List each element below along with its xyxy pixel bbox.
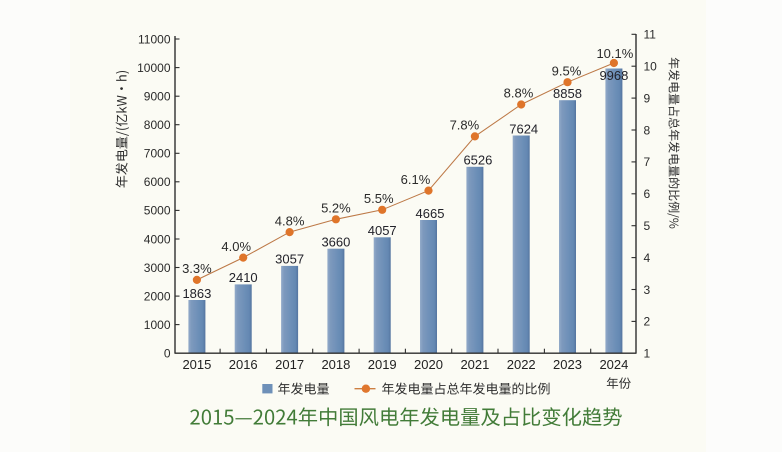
svg-text:7: 7 bbox=[644, 155, 651, 169]
svg-text:11000: 11000 bbox=[138, 32, 171, 46]
svg-text:8858: 8858 bbox=[553, 86, 582, 101]
svg-text:7000: 7000 bbox=[144, 147, 171, 161]
svg-text:7.8%: 7.8% bbox=[450, 118, 480, 133]
svg-text:2000: 2000 bbox=[144, 289, 171, 303]
svg-text:2018: 2018 bbox=[321, 357, 350, 372]
svg-text:4057: 4057 bbox=[368, 223, 397, 238]
svg-text:2024: 2024 bbox=[599, 357, 628, 372]
svg-text:8000: 8000 bbox=[144, 118, 171, 132]
svg-text:3660: 3660 bbox=[321, 235, 350, 250]
svg-text:3057: 3057 bbox=[275, 252, 304, 267]
svg-text:4: 4 bbox=[644, 251, 651, 265]
svg-text:3.3%: 3.3% bbox=[182, 261, 212, 276]
svg-text:3: 3 bbox=[644, 283, 651, 297]
svg-text:10: 10 bbox=[644, 60, 658, 74]
svg-text:2022: 2022 bbox=[507, 357, 536, 372]
svg-text:2021: 2021 bbox=[460, 357, 489, 372]
svg-text:11: 11 bbox=[644, 28, 657, 42]
svg-text:2017: 2017 bbox=[275, 357, 304, 372]
svg-text:9000: 9000 bbox=[144, 90, 171, 104]
svg-text:9.5%: 9.5% bbox=[552, 63, 582, 78]
svg-text:2023: 2023 bbox=[553, 357, 582, 372]
svg-text:4000: 4000 bbox=[144, 232, 171, 246]
svg-text:6.1%: 6.1% bbox=[401, 172, 431, 187]
svg-text:4.8%: 4.8% bbox=[275, 213, 305, 228]
svg-text:2: 2 bbox=[644, 315, 651, 329]
svg-text:1000: 1000 bbox=[144, 318, 171, 332]
svg-text:10.1%: 10.1% bbox=[596, 46, 633, 61]
svg-text:2016: 2016 bbox=[229, 357, 258, 372]
svg-text:4.0%: 4.0% bbox=[221, 239, 251, 254]
svg-text:5000: 5000 bbox=[144, 204, 171, 218]
svg-text:9: 9 bbox=[644, 91, 651, 105]
svg-text:8: 8 bbox=[644, 123, 651, 137]
svg-text:1: 1 bbox=[644, 347, 651, 361]
svg-text:5: 5 bbox=[644, 219, 651, 233]
svg-text:6526: 6526 bbox=[463, 153, 492, 168]
svg-text:8.8%: 8.8% bbox=[504, 86, 534, 101]
svg-text:7624: 7624 bbox=[509, 121, 538, 136]
svg-text:1863: 1863 bbox=[182, 286, 211, 301]
svg-text:2019: 2019 bbox=[368, 357, 397, 372]
svg-text:9968: 9968 bbox=[599, 68, 628, 83]
svg-text:5.2%: 5.2% bbox=[321, 201, 351, 216]
svg-text:2020: 2020 bbox=[414, 357, 443, 372]
svg-text:5.5%: 5.5% bbox=[364, 191, 394, 206]
svg-text:6000: 6000 bbox=[144, 175, 171, 189]
svg-text:10000: 10000 bbox=[137, 61, 171, 75]
svg-text:4665: 4665 bbox=[416, 206, 445, 221]
svg-text:2015: 2015 bbox=[182, 357, 211, 372]
svg-text:2410: 2410 bbox=[229, 270, 258, 285]
svg-text:0: 0 bbox=[164, 347, 171, 361]
svg-text:6: 6 bbox=[644, 187, 651, 201]
svg-text:3000: 3000 bbox=[144, 261, 171, 275]
